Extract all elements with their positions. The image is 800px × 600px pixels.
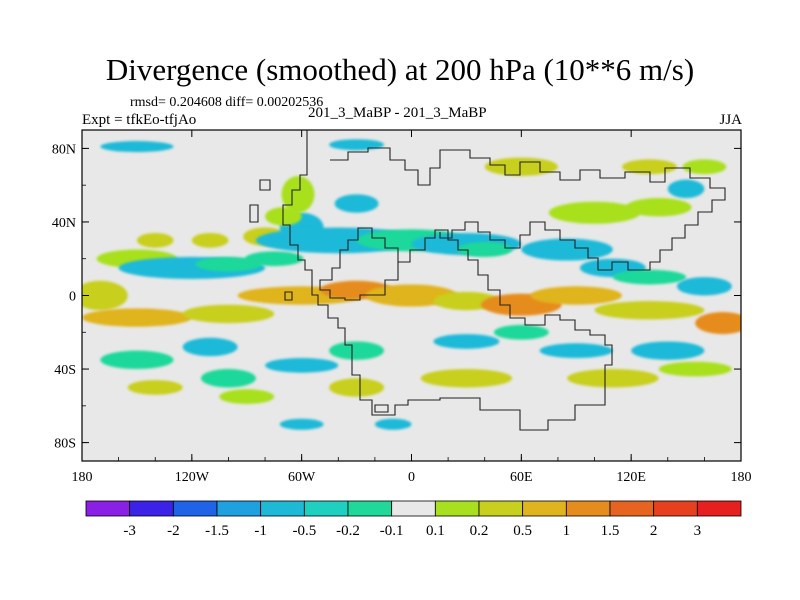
- field-blob: [100, 350, 174, 370]
- case-label: 201_3_MaBP - 201_3_MaBP: [308, 105, 487, 121]
- colorbar-label: 3: [694, 523, 702, 539]
- field-blob: [219, 389, 275, 404]
- colorbar-label: 0.1: [426, 523, 445, 539]
- field-blob: [329, 139, 385, 151]
- field-blob: [334, 194, 379, 213]
- coastline-islands: [249, 179, 389, 413]
- y-tick-label: 40S: [54, 363, 76, 378]
- field-blob: [695, 312, 741, 335]
- colorbar-label: -1: [254, 523, 267, 539]
- field-blob: [329, 378, 385, 397]
- field-blob: [530, 286, 623, 305]
- field-blob: [594, 301, 705, 320]
- field-blob: [658, 361, 732, 377]
- colorbar-label: 1.5: [601, 523, 620, 539]
- x-tick-label: 60W: [288, 470, 316, 485]
- field-blob: [136, 232, 174, 248]
- colorbar-swatch: [129, 500, 174, 517]
- field-blob: [100, 141, 174, 153]
- colorbar-label: -0.5: [292, 523, 316, 539]
- field-layer: [82, 139, 741, 430]
- field-blob: [631, 341, 705, 360]
- field-blob: [548, 201, 641, 224]
- colorbar-swatch: [260, 500, 305, 517]
- field-blob: [182, 304, 275, 324]
- field-blob: [625, 198, 692, 217]
- stats-label: rmsd= 0.204608 diff= 0.00202536: [130, 95, 324, 110]
- field-blob: [539, 343, 613, 359]
- colorbar-label: 0.2: [470, 523, 489, 539]
- colorbar-label: -2: [167, 523, 180, 539]
- experiment-label: Expt = tfkEo-tfjAo: [82, 112, 197, 128]
- coastline-americas-africa: [282, 130, 613, 431]
- colorbar-label: -0.2: [336, 523, 360, 539]
- field-blob: [279, 418, 324, 430]
- y-tick-label: 80S: [54, 437, 76, 452]
- season-label: JJA: [719, 112, 742, 128]
- field-blob: [433, 334, 500, 349]
- x-tick-label: 60E: [510, 470, 533, 485]
- x-tick-label: 0: [408, 470, 415, 485]
- chart-title: Divergence (smoothed) at 200 hPa (10**6 …: [105, 52, 695, 87]
- x-tick-label: 180: [72, 470, 93, 485]
- colorbar-swatch: [522, 500, 567, 517]
- field-blob: [200, 369, 256, 388]
- field-blob: [182, 337, 238, 357]
- x-tick-label: 180: [731, 470, 752, 485]
- colorbar-label: 0.5: [513, 523, 532, 539]
- field-blob: [374, 418, 412, 430]
- colorbar-label: 1: [563, 523, 571, 539]
- colorbar-swatch: [85, 500, 131, 517]
- field-blob: [191, 232, 229, 248]
- field-blob: [244, 251, 304, 267]
- colorbar-swatch: [347, 500, 393, 517]
- field-blob: [281, 175, 315, 213]
- field-blob: [567, 369, 659, 388]
- colorbar-swatch: [609, 500, 655, 517]
- colorbar-label: 2: [650, 523, 658, 539]
- field-blob: [457, 242, 513, 257]
- colorbar-swatch: [653, 500, 698, 517]
- y-tick-label: 0: [69, 290, 76, 305]
- field-blob: [622, 159, 677, 175]
- colorbar-swatch: [565, 500, 611, 517]
- colorbar-swatch: [391, 500, 436, 517]
- coastline-eurasia: [330, 147, 726, 271]
- colorbar-swatch: [216, 500, 262, 517]
- colorbar-label: -0.1: [380, 523, 404, 539]
- field-blob: [420, 369, 513, 388]
- field-blob: [329, 341, 385, 360]
- field-blob: [682, 159, 727, 175]
- field-blob: [127, 380, 183, 395]
- field-blob: [493, 324, 549, 340]
- colorbar-label: -1.5: [205, 523, 229, 539]
- colorbar-swatch: [172, 500, 218, 517]
- colorbar-swatch: [478, 500, 524, 517]
- colorbar-swatch: [434, 500, 480, 517]
- field-blob: [676, 277, 732, 296]
- x-tick-label: 120E: [616, 470, 646, 485]
- colorbar-label: -3: [123, 523, 136, 539]
- field-blob: [612, 269, 687, 285]
- field-blob: [195, 256, 262, 272]
- x-tick-label: 120W: [175, 470, 210, 485]
- field-blob: [82, 308, 192, 327]
- colorbar-swatch: [303, 500, 349, 517]
- y-tick-label: 80N: [52, 142, 76, 157]
- y-tick-label: 40N: [52, 216, 76, 231]
- field-blob: [667, 179, 705, 199]
- field-blob: [484, 157, 558, 176]
- field-blob: [82, 280, 128, 311]
- colorbar-swatch: [696, 500, 742, 517]
- field-blob: [521, 238, 613, 261]
- field-blob: [265, 358, 339, 373]
